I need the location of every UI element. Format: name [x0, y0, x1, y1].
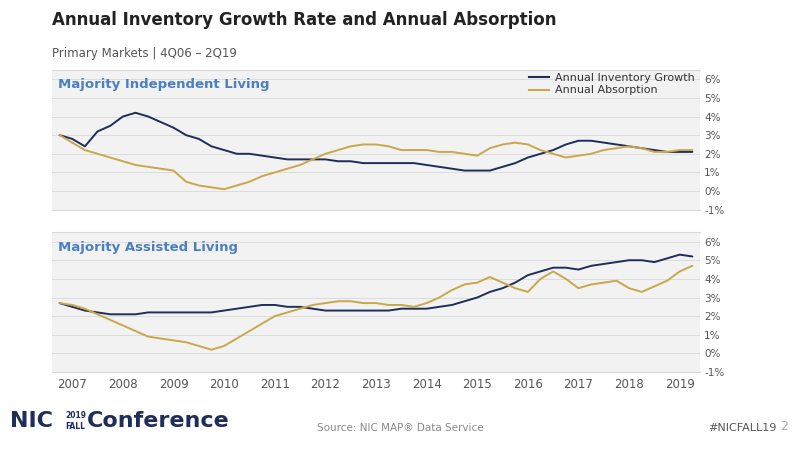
- Text: Primary Markets | 4Q06 – 2Q19: Primary Markets | 4Q06 – 2Q19: [52, 47, 237, 60]
- Text: #NICFALL19: #NICFALL19: [708, 423, 776, 433]
- Text: FALL: FALL: [66, 422, 86, 431]
- Text: Conference: Conference: [86, 411, 229, 431]
- Text: Annual Inventory Growth Rate and Annual Absorption: Annual Inventory Growth Rate and Annual …: [52, 11, 557, 29]
- Text: 2: 2: [780, 420, 788, 433]
- Text: Source: NIC MAP® Data Service: Source: NIC MAP® Data Service: [317, 423, 483, 433]
- Text: NIC: NIC: [10, 411, 53, 431]
- Text: Majority Independent Living: Majority Independent Living: [58, 78, 270, 91]
- Text: Majority Assisted Living: Majority Assisted Living: [58, 241, 238, 253]
- Text: 2019: 2019: [66, 411, 86, 420]
- Legend: Annual Inventory Growth, Annual Absorption: Annual Inventory Growth, Annual Absorpti…: [529, 73, 694, 96]
